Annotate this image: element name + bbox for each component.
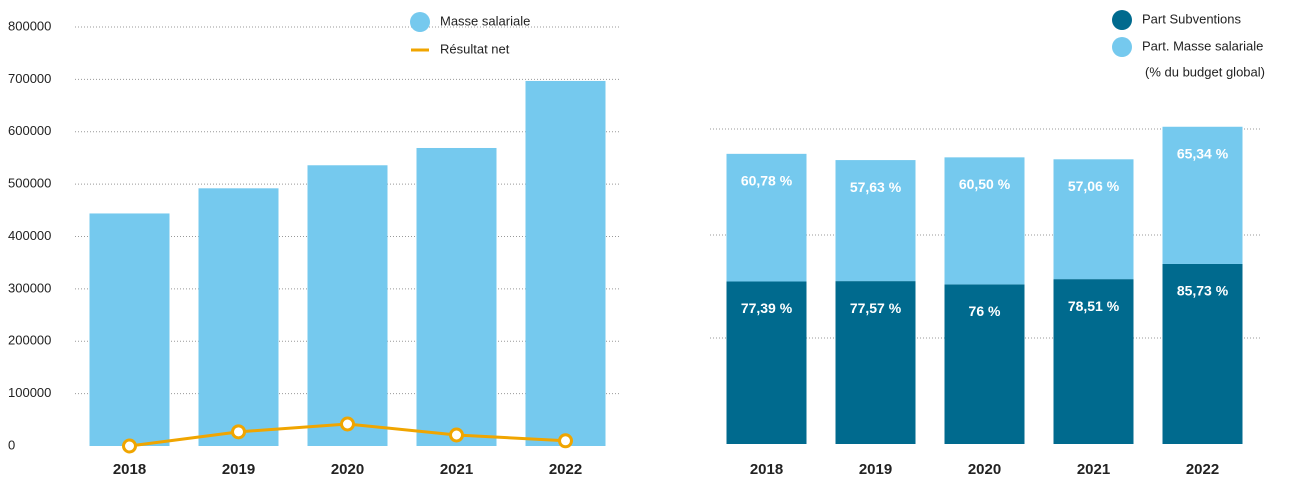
- y-tick-label: 0: [8, 437, 15, 452]
- bar: [416, 147, 497, 446]
- legend-swatch: [1112, 10, 1132, 30]
- data-label: 57,06 %: [1068, 178, 1120, 194]
- bar-segment: [726, 281, 807, 444]
- point: [231, 424, 246, 440]
- y-tick-label: 600000: [8, 123, 51, 138]
- y-tick-label: 100000: [8, 385, 51, 400]
- y-tick-label: 200000: [8, 333, 51, 348]
- bar: [198, 188, 279, 446]
- legend-label: Masse salariale: [440, 13, 530, 28]
- legend-label: Part Subventions: [1142, 11, 1242, 26]
- data-label: 65,34 %: [1177, 145, 1229, 161]
- y-tick-label: 500000: [8, 176, 51, 191]
- data-label: 60,78 %: [741, 173, 793, 189]
- legend-swatch: [1112, 37, 1132, 57]
- legend-label: Résultat net: [440, 41, 510, 56]
- y-tick-label: 400000: [8, 228, 51, 243]
- point: [122, 438, 137, 454]
- data-label: 76 %: [969, 303, 1001, 319]
- legend-swatch: [410, 12, 430, 32]
- bar-segment: [944, 284, 1025, 444]
- bar: [307, 165, 388, 446]
- x-tick-label: 2019: [859, 461, 892, 478]
- x-tick-label: 2018: [750, 461, 783, 478]
- x-tick-label: 2022: [549, 461, 582, 478]
- data-label: 78,51 %: [1068, 298, 1120, 314]
- data-label: 60,50 %: [959, 176, 1011, 192]
- point: [340, 416, 355, 432]
- bar: [89, 213, 170, 446]
- bar-segment: [835, 281, 916, 444]
- x-tick-label: 2021: [440, 461, 473, 478]
- legend-label: Part. Masse salariale: [1142, 38, 1263, 53]
- bar: [525, 80, 606, 446]
- x-tick-label: 2022: [1186, 461, 1219, 478]
- y-tick-label: 300000: [8, 280, 51, 295]
- data-label: 77,39 %: [741, 300, 793, 316]
- bar-segment: [1053, 159, 1134, 280]
- x-tick-label: 2018: [113, 461, 146, 478]
- x-tick-label: 2020: [331, 461, 364, 478]
- y-tick-label: 700000: [8, 71, 51, 86]
- x-tick-label: 2019: [222, 461, 255, 478]
- y-tick-label: 800000: [8, 18, 51, 33]
- data-label: 77,57 %: [850, 300, 902, 316]
- point: [449, 427, 464, 443]
- x-tick-label: 2021: [1077, 461, 1110, 478]
- bar-segment: [726, 153, 807, 282]
- legend-swatch: [411, 48, 429, 52]
- bar-segment: [835, 160, 916, 282]
- point: [558, 433, 573, 449]
- data-label: 57,63 %: [850, 179, 902, 195]
- bar-segment: [1162, 263, 1243, 444]
- data-label: 85,73 %: [1177, 283, 1229, 299]
- bar-segment: [1053, 279, 1134, 444]
- annotation: (% du budget global): [1145, 64, 1265, 79]
- bar-segment: [1162, 126, 1243, 264]
- x-tick-label: 2020: [968, 461, 1001, 478]
- bar-segment: [944, 157, 1025, 285]
